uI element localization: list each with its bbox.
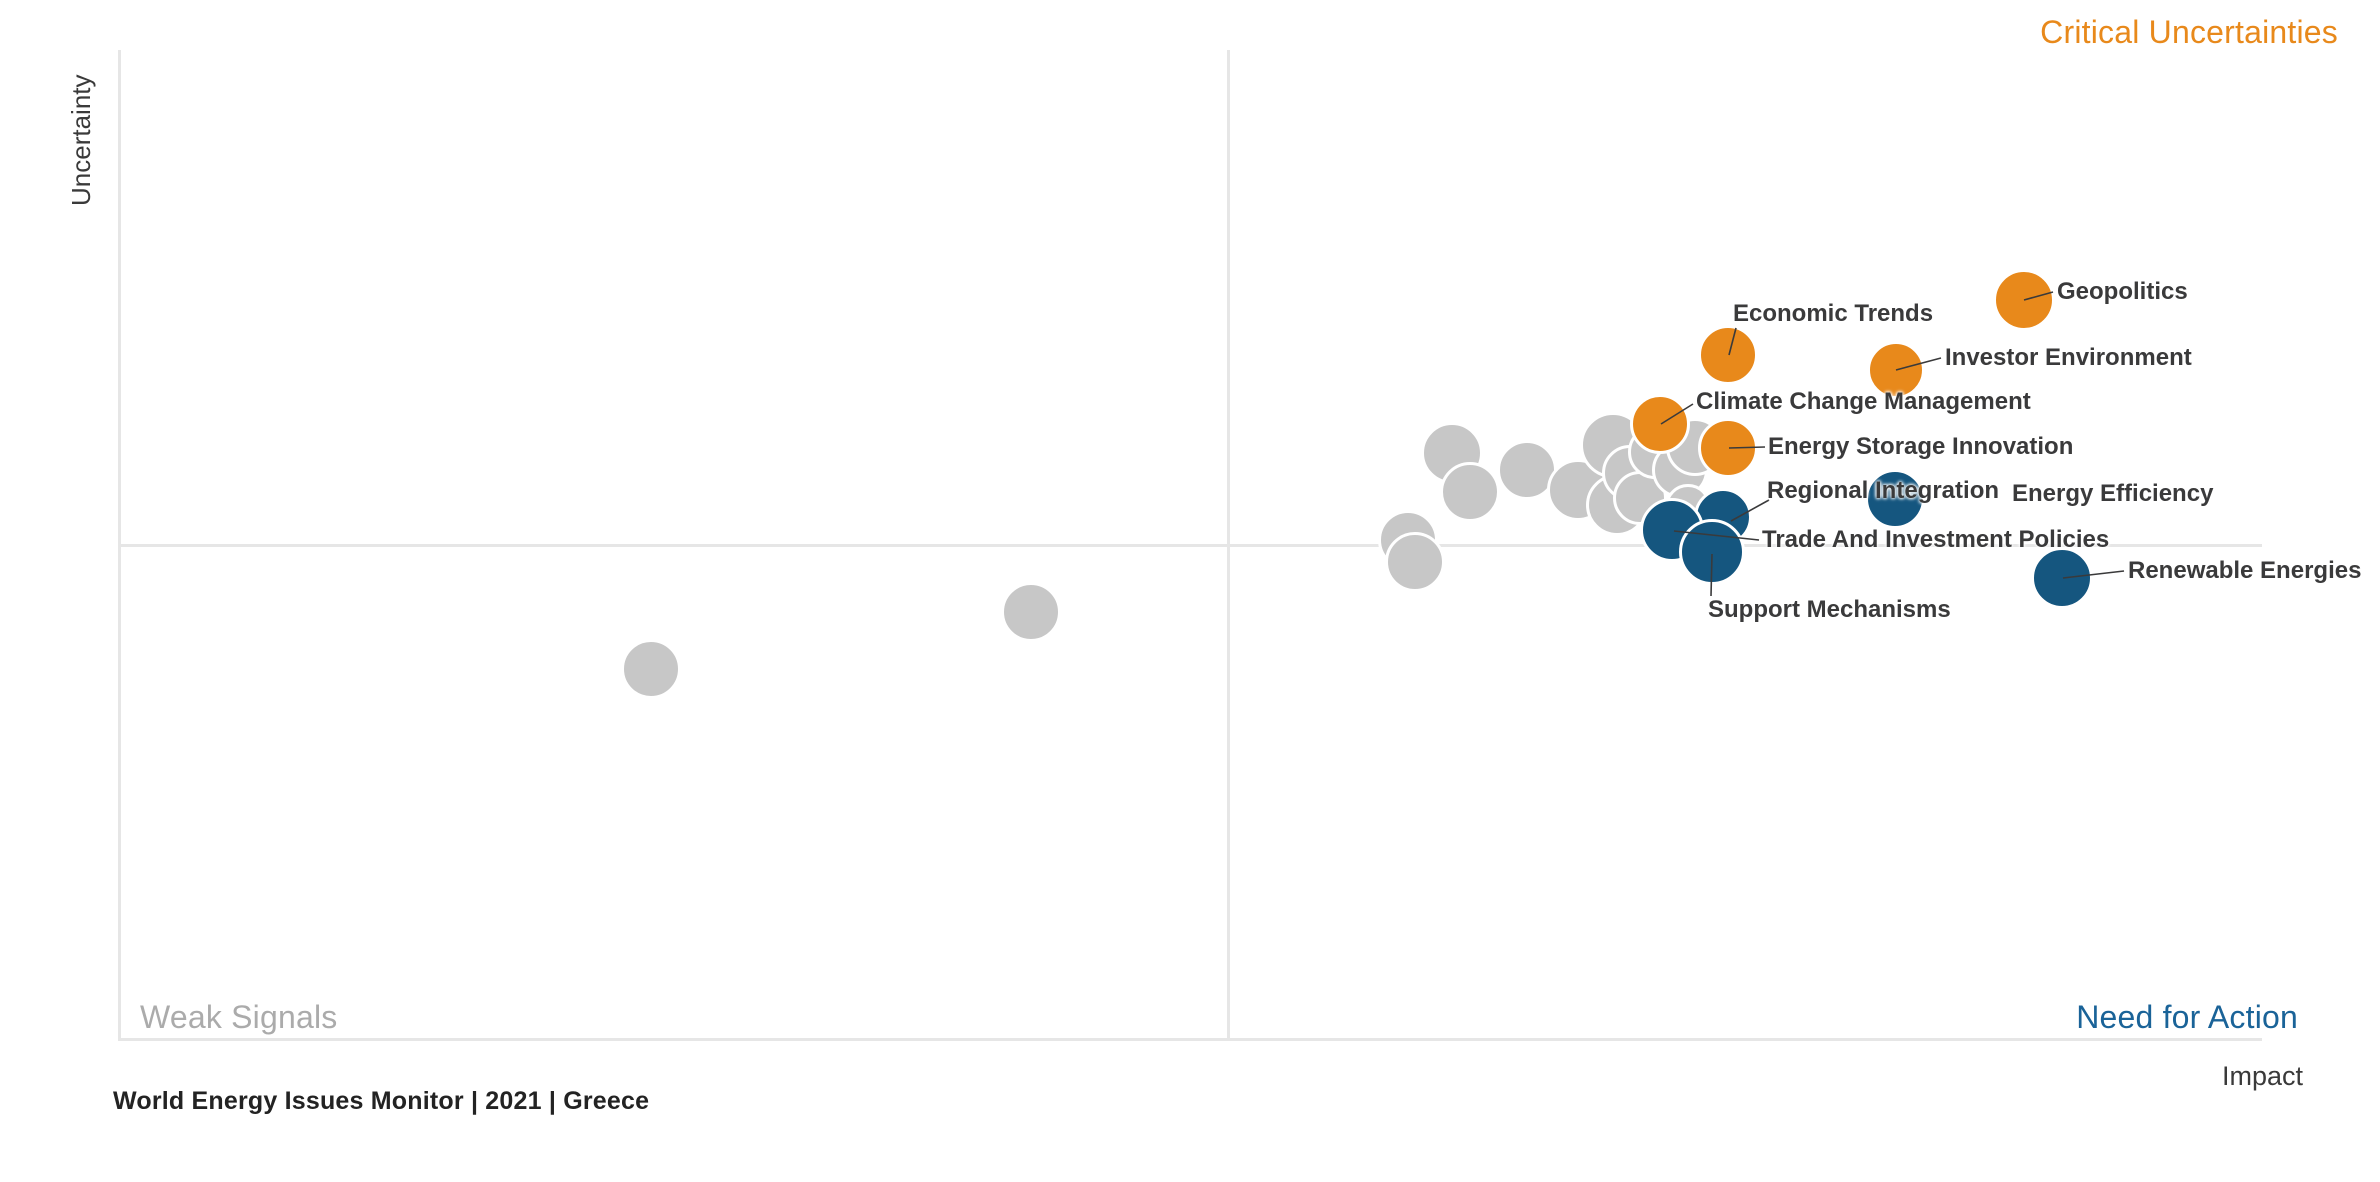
renewable-energies-label: Renewable Energies (2128, 557, 2362, 584)
quadrant-label-need-for-action: Need for Action (2076, 999, 2298, 1035)
unlabeled-issue-bubble[interactable] (1440, 462, 1500, 522)
quadrant-label-critical-uncertainties: Critical Uncertainties (2040, 14, 2338, 50)
x-axis-line (118, 1038, 2262, 1041)
unlabeled-issue-bubble[interactable] (1001, 582, 1061, 642)
horizontal-quadrant-divider (118, 544, 2262, 547)
energy-efficiency-bubble[interactable] (1865, 469, 1925, 529)
x-axis-label: Impact (2221, 1061, 2303, 1091)
unlabeled-issue-bubble[interactable] (1385, 532, 1445, 592)
y-axis-label: Uncertainty (66, 74, 96, 207)
geopolitics-bubble[interactable] (1993, 269, 2055, 331)
unlabeled-issue-bubble[interactable] (621, 639, 681, 699)
geopolitics-label: Geopolitics (2057, 278, 2188, 305)
quadrant-label-weak-signals: Weak Signals (140, 999, 338, 1035)
trade-and-investment-policies-label: Trade And Investment Policies (1762, 526, 2110, 553)
climate-change-management-bubble[interactable] (1630, 394, 1690, 454)
climate-change-management-label: Climate Change Management (1696, 388, 2031, 415)
regional-integration-label: Regional Integration (1767, 477, 2000, 504)
energy-storage-innovation-bubble[interactable] (1698, 418, 1758, 478)
energy-efficiency-label: Energy Efficiency (2012, 480, 2214, 507)
economic-trends-label: Economic Trends (1733, 300, 1934, 327)
support-mechanisms-label: Support Mechanisms (1708, 596, 1951, 623)
support-mechanisms-bubble[interactable] (1679, 519, 1745, 585)
chart-title-footer: World Energy Issues Monitor | 2021 | Gre… (113, 1087, 650, 1115)
energy-storage-innovation-label: Energy Storage Innovation (1768, 433, 2074, 460)
economic-trends-bubble[interactable] (1698, 325, 1758, 385)
investor-environment-label: Investor Environment (1945, 344, 2192, 371)
renewable-energies-bubble[interactable] (2031, 547, 2093, 609)
